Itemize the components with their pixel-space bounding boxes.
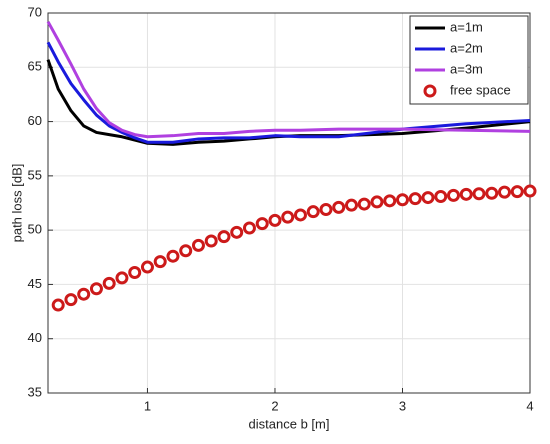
marker — [140, 260, 154, 274]
marker — [523, 184, 537, 198]
y-tick-label: 70 — [28, 4, 42, 19]
x-tick-label: 1 — [144, 398, 151, 413]
marker — [191, 238, 205, 252]
marker — [332, 200, 346, 214]
marker — [242, 221, 256, 235]
marker — [166, 249, 180, 263]
marker — [434, 189, 448, 203]
y-tick-label: 55 — [28, 167, 42, 182]
marker — [281, 210, 295, 224]
legend-label: a=2m — [450, 40, 483, 55]
marker — [115, 271, 129, 285]
marker — [485, 186, 499, 200]
marker — [89, 282, 103, 296]
legend-label: free space — [450, 82, 511, 97]
marker — [472, 187, 486, 201]
marker — [230, 225, 244, 239]
marker — [128, 265, 142, 279]
marker — [370, 195, 384, 209]
legend-label: a=1m — [450, 19, 483, 34]
marker — [268, 213, 282, 227]
y-tick-label: 50 — [28, 222, 42, 237]
series-line — [46, 20, 531, 139]
legend-marker — [423, 84, 437, 98]
x-tick-label: 4 — [526, 398, 533, 413]
y-tick-label: 60 — [28, 113, 42, 128]
marker — [179, 244, 193, 258]
marker — [77, 287, 91, 301]
marker — [293, 208, 307, 222]
marker — [153, 255, 167, 269]
marker — [446, 188, 460, 202]
marker — [102, 276, 116, 290]
marker — [64, 293, 78, 307]
y-tick-label: 40 — [28, 330, 42, 345]
plot-frame — [47, 12, 531, 394]
marker — [217, 230, 231, 244]
marker — [344, 198, 358, 212]
marker — [357, 197, 371, 211]
y-tick-label: 35 — [28, 384, 42, 399]
marker — [497, 185, 511, 199]
x-tick-label: 3 — [399, 398, 406, 413]
marker — [51, 298, 65, 312]
y-axis-label: path loss [dB] — [9, 164, 24, 243]
marker — [408, 192, 422, 206]
x-axis-label: distance b [m] — [249, 416, 330, 431]
marker — [255, 217, 269, 231]
marker — [306, 205, 320, 219]
series-line — [46, 41, 531, 144]
marker — [459, 187, 473, 201]
marker — [204, 234, 218, 248]
y-tick-label: 65 — [28, 59, 42, 74]
x-tick-label: 2 — [271, 398, 278, 413]
marker — [319, 203, 333, 217]
marker — [421, 191, 435, 205]
y-tick-label: 45 — [28, 276, 42, 291]
marker — [383, 194, 397, 208]
legend-label: a=3m — [450, 61, 483, 76]
marker — [510, 185, 524, 199]
marker — [395, 193, 409, 207]
